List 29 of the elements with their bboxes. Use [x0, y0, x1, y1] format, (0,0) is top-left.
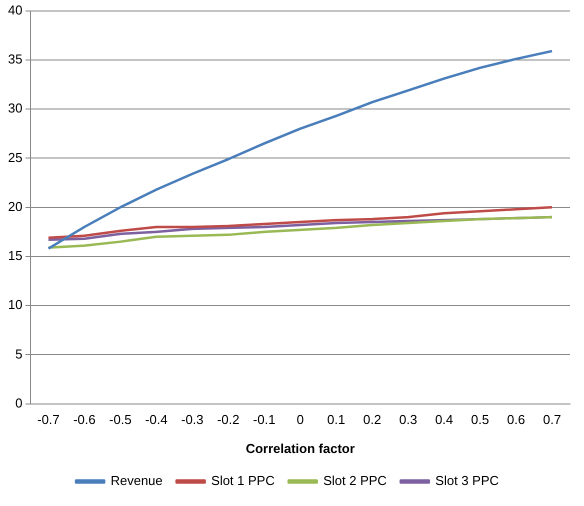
x-tick-label: 0.6 — [507, 412, 526, 428]
x-tick-label: 0.1 — [327, 412, 346, 428]
legend-label: Slot 1 PPC — [211, 473, 275, 488]
x-axis-title: Correlation factor — [246, 440, 355, 456]
x-tick-label: -0.7 — [37, 412, 60, 428]
y-tick-label: 0 — [15, 395, 22, 410]
x-tick-label: -0.2 — [217, 412, 240, 428]
x-tick-label: -0.3 — [181, 412, 204, 428]
y-tick-label: 20 — [8, 198, 22, 214]
legend-label: Revenue — [110, 473, 163, 488]
y-tick-label: 35 — [8, 52, 22, 67]
x-tick-label: 0.3 — [399, 412, 418, 428]
y-tick-label: 25 — [8, 150, 22, 165]
x-tick-label: 0 — [296, 412, 304, 428]
y-tick-label: 5 — [15, 346, 22, 362]
x-tick-label: 0.5 — [471, 412, 490, 428]
x-tick-label: -0.1 — [253, 412, 276, 428]
x-tick-label: -0.4 — [145, 412, 168, 428]
x-tick-label: 0.2 — [363, 412, 382, 428]
x-tick-label: -0.5 — [109, 412, 132, 428]
x-tick-label: 0.4 — [435, 412, 454, 428]
x-tick-label: 0.7 — [542, 412, 562, 428]
legend-label: Slot 3 PPC — [435, 473, 499, 488]
x-tick-label: -0.6 — [73, 412, 96, 428]
y-tick-label: 15 — [8, 248, 22, 264]
y-tick-label: 40 — [8, 2, 22, 18]
y-tick-label: 30 — [8, 100, 22, 116]
legend-label: Slot 2 PPC — [323, 473, 387, 488]
y-tick-label: 10 — [8, 297, 22, 312]
